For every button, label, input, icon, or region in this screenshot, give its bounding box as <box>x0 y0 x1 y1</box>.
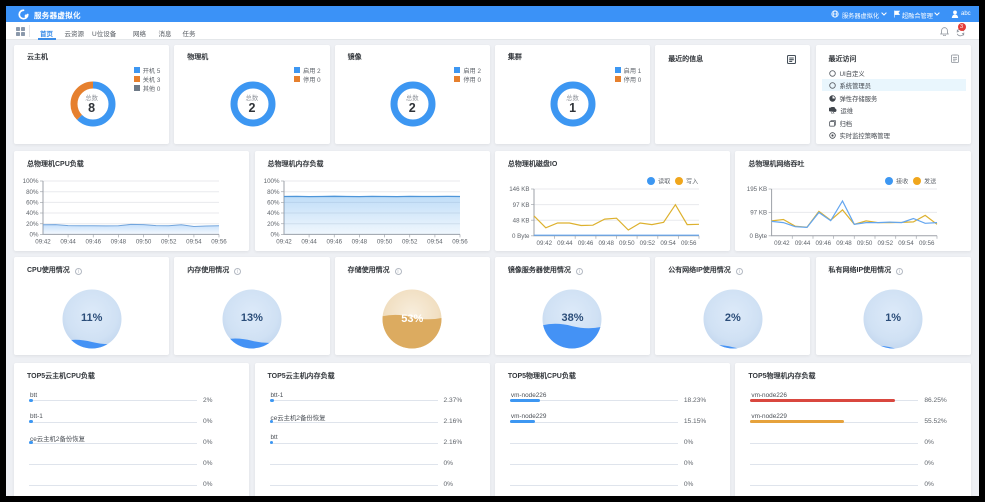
svg-text:09:46: 09:46 <box>816 240 832 247</box>
svg-text:09:56: 09:56 <box>452 238 468 245</box>
svg-text:80%: 80% <box>26 189 39 196</box>
svg-text:09:48: 09:48 <box>837 240 853 247</box>
svg-text:40%: 40% <box>267 210 280 217</box>
svg-text:09:50: 09:50 <box>376 238 392 245</box>
svg-text:09:52: 09:52 <box>161 238 177 245</box>
svg-text:写入: 写入 <box>686 179 698 186</box>
svg-text:0 Byte: 0 Byte <box>750 233 768 240</box>
svg-text:48 KB: 48 KB <box>513 217 530 224</box>
svg-text:09:42: 09:42 <box>536 240 552 247</box>
svg-text:09:52: 09:52 <box>878 240 894 247</box>
svg-text:09:54: 09:54 <box>899 240 915 247</box>
svg-text:发送: 发送 <box>924 178 937 186</box>
svg-text:97 KB: 97 KB <box>751 210 768 217</box>
svg-text:09:54: 09:54 <box>660 240 676 247</box>
svg-text:09:48: 09:48 <box>351 238 367 245</box>
svg-text:09:52: 09:52 <box>401 238 417 245</box>
svg-text:60%: 60% <box>26 200 39 207</box>
svg-text:09:46: 09:46 <box>86 238 102 245</box>
svg-text:09:48: 09:48 <box>598 240 614 247</box>
svg-text:09:44: 09:44 <box>795 240 811 247</box>
svg-text:09:48: 09:48 <box>111 238 127 245</box>
svg-text:读取: 读取 <box>658 178 670 186</box>
svg-text:60%: 60% <box>267 200 280 207</box>
svg-text:100%: 100% <box>263 178 279 185</box>
svg-text:146 KB: 146 KB <box>509 186 529 193</box>
svg-text:09:44: 09:44 <box>301 238 317 245</box>
svg-text:09:42: 09:42 <box>276 238 292 245</box>
svg-text:100%: 100% <box>23 178 39 185</box>
svg-text:09:44: 09:44 <box>557 240 573 247</box>
svg-text:09:46: 09:46 <box>326 238 342 245</box>
svg-text:09:56: 09:56 <box>681 240 697 247</box>
svg-text:09:50: 09:50 <box>136 238 152 245</box>
svg-text:09:50: 09:50 <box>857 240 873 247</box>
svg-text:20%: 20% <box>26 221 39 228</box>
svg-text:0%: 0% <box>270 232 279 239</box>
svg-text:97 KB: 97 KB <box>513 202 530 209</box>
svg-text:09:54: 09:54 <box>427 238 443 245</box>
svg-text:09:56: 09:56 <box>919 240 935 247</box>
svg-text:09:54: 09:54 <box>186 238 202 245</box>
svg-text:20%: 20% <box>267 221 280 228</box>
svg-text:接收: 接收 <box>896 178 908 186</box>
svg-text:09:56: 09:56 <box>211 238 227 245</box>
svg-text:09:50: 09:50 <box>619 240 635 247</box>
svg-text:09:42: 09:42 <box>775 240 791 247</box>
svg-text:09:52: 09:52 <box>640 240 656 247</box>
svg-text:0 Byte: 0 Byte <box>512 233 530 240</box>
svg-text:80%: 80% <box>267 189 280 196</box>
svg-text:195 KB: 195 KB <box>747 186 767 193</box>
svg-text:09:46: 09:46 <box>578 240 594 247</box>
svg-text:40%: 40% <box>26 210 39 217</box>
svg-text:09:44: 09:44 <box>60 238 76 245</box>
svg-text:0%: 0% <box>30 232 39 239</box>
svg-text:09:42: 09:42 <box>35 238 51 245</box>
